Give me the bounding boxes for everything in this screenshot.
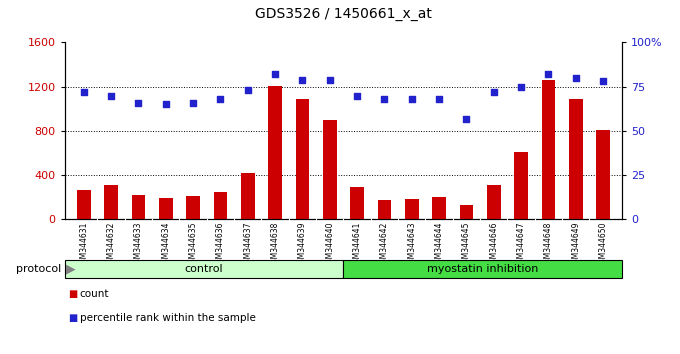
Bar <box>77 190 90 219</box>
Point <box>242 87 253 93</box>
Bar <box>596 130 610 219</box>
Text: GSM344638: GSM344638 <box>271 222 279 268</box>
Bar <box>350 187 364 219</box>
Point <box>352 93 362 98</box>
Text: ■: ■ <box>68 313 78 323</box>
Bar <box>104 185 118 219</box>
Text: percentile rank within the sample: percentile rank within the sample <box>80 313 256 323</box>
Point <box>270 72 281 77</box>
Bar <box>159 199 173 219</box>
Text: GSM344647: GSM344647 <box>517 222 526 268</box>
Bar <box>241 173 254 219</box>
Bar <box>405 199 419 219</box>
Point <box>406 96 417 102</box>
Point <box>133 100 144 105</box>
Text: GSM344642: GSM344642 <box>380 222 389 268</box>
Point <box>297 77 308 82</box>
Text: GSM344635: GSM344635 <box>188 222 198 268</box>
Text: GSM344633: GSM344633 <box>134 222 143 268</box>
Bar <box>296 99 309 219</box>
Text: myostatin inhibition: myostatin inhibition <box>427 264 539 274</box>
Bar <box>214 192 227 219</box>
Bar <box>514 152 528 219</box>
Text: GSM344645: GSM344645 <box>462 222 471 268</box>
Bar <box>377 200 391 219</box>
Text: GSM344636: GSM344636 <box>216 222 225 268</box>
Point <box>515 84 526 90</box>
Point <box>78 89 89 95</box>
Text: GSM344634: GSM344634 <box>161 222 170 268</box>
Text: GSM344650: GSM344650 <box>598 222 607 268</box>
Text: GSM344644: GSM344644 <box>435 222 443 268</box>
Text: GSM344646: GSM344646 <box>489 222 498 268</box>
Point <box>379 96 390 102</box>
Point <box>488 89 499 95</box>
Bar <box>541 80 556 219</box>
Text: GSM344637: GSM344637 <box>243 222 252 268</box>
Text: ▶: ▶ <box>66 263 75 275</box>
Text: control: control <box>185 264 223 274</box>
Text: protocol: protocol <box>16 264 61 274</box>
Bar <box>569 99 583 219</box>
Bar <box>268 86 282 219</box>
Point <box>324 77 335 82</box>
Point <box>571 75 581 81</box>
Point <box>543 72 554 77</box>
FancyBboxPatch shape <box>65 260 343 278</box>
Point <box>461 116 472 121</box>
Bar <box>186 196 200 219</box>
Text: GSM344643: GSM344643 <box>407 222 416 268</box>
Bar <box>460 205 473 219</box>
Text: GSM344640: GSM344640 <box>325 222 335 268</box>
Text: GSM344639: GSM344639 <box>298 222 307 268</box>
Point <box>215 96 226 102</box>
Point <box>434 96 445 102</box>
FancyBboxPatch shape <box>343 260 622 278</box>
Text: GSM344649: GSM344649 <box>571 222 580 268</box>
Text: GSM344648: GSM344648 <box>544 222 553 268</box>
Point <box>188 100 199 105</box>
Point <box>105 93 116 98</box>
Point <box>160 102 171 107</box>
Text: GDS3526 / 1450661_x_at: GDS3526 / 1450661_x_at <box>255 7 432 21</box>
Bar <box>487 185 500 219</box>
Text: GSM344641: GSM344641 <box>352 222 362 268</box>
Point <box>598 79 609 84</box>
Text: ■: ■ <box>68 289 78 298</box>
Text: count: count <box>80 289 109 298</box>
Bar <box>323 120 337 219</box>
Text: GSM344631: GSM344631 <box>80 222 88 268</box>
Bar <box>131 195 146 219</box>
Bar <box>432 198 446 219</box>
Text: GSM344632: GSM344632 <box>107 222 116 268</box>
